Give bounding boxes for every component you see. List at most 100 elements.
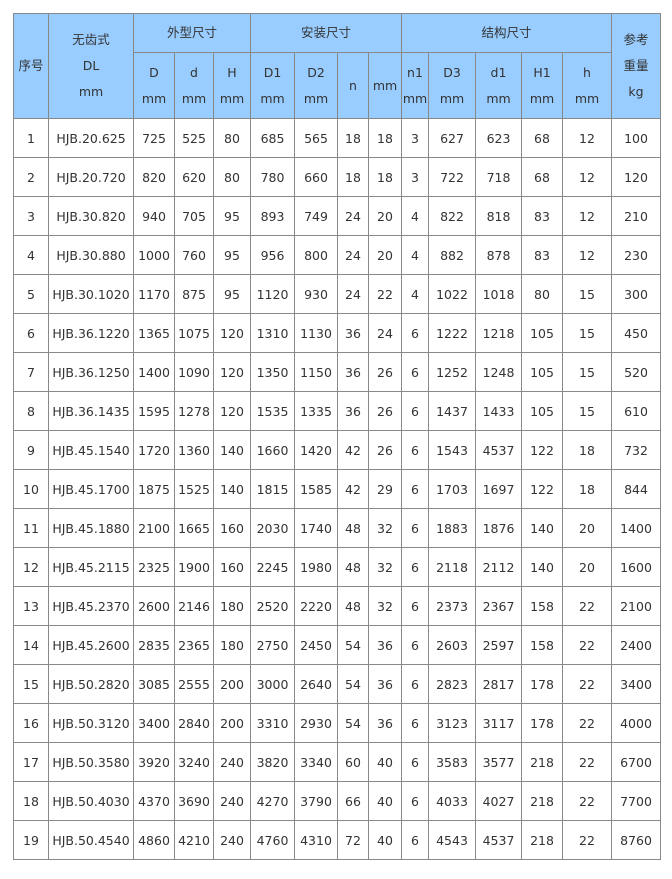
table-row: 11 HJB.45.1880 2100 1665 160 2030 1740 48 32 6 188… xyxy=(13,508,661,548)
table-cell: 22 xyxy=(562,664,612,704)
table-cell: 893 xyxy=(250,196,295,236)
table-cell: 5 xyxy=(13,274,49,314)
table-cell: 4 xyxy=(13,235,49,275)
table-cell: 54 xyxy=(337,664,369,704)
table-cell: 2146 xyxy=(174,586,214,626)
table-cell: 2450 xyxy=(294,625,338,665)
table-cell: HJB.50.3580 xyxy=(48,742,134,782)
table-cell: 178 xyxy=(521,664,563,704)
table-cell: 26 xyxy=(368,352,402,392)
table-cell: 1697 xyxy=(475,469,522,509)
table-cell: 3690 xyxy=(174,781,214,821)
table-cell: 140 xyxy=(213,430,251,470)
header-weight: 参考 重量 kg xyxy=(611,13,661,119)
table-cell: 2597 xyxy=(475,625,522,665)
table-cell: 54 xyxy=(337,703,369,743)
table-cell: 1335 xyxy=(294,391,338,431)
table-cell: 705 xyxy=(174,196,214,236)
table-cell: 2100 xyxy=(611,586,661,626)
table-cell: 36 xyxy=(337,391,369,431)
header-model: 无齿式 DL mm xyxy=(48,13,134,119)
table-cell: 22 xyxy=(562,742,612,782)
table-cell: 12 xyxy=(562,196,612,236)
table-cell: 2112 xyxy=(475,547,522,587)
table-cell: 1090 xyxy=(174,352,214,392)
table-cell: 4 xyxy=(401,274,429,314)
table-cell: 4537 xyxy=(475,820,522,860)
table-cell: 2603 xyxy=(428,625,476,665)
table-cell: 1525 xyxy=(174,469,214,509)
table-cell: 2373 xyxy=(428,586,476,626)
table-cell: HJB.50.4540 xyxy=(48,820,134,860)
table-cell: 32 xyxy=(368,547,402,587)
table-cell: 3920 xyxy=(133,742,175,782)
table-cell: 4000 xyxy=(611,703,661,743)
table-row: 13 HJB.45.2370 2600 2146 180 2520 2220 48 32 6 237… xyxy=(13,586,661,626)
table-cell: 2835 xyxy=(133,625,175,665)
table-cell: 1980 xyxy=(294,547,338,587)
table-cell: 122 xyxy=(521,430,563,470)
table-cell: 4 xyxy=(401,196,429,236)
table-cell: 36 xyxy=(337,313,369,353)
table-cell: 230 xyxy=(611,235,661,275)
subheader-7: n1 mm xyxy=(401,52,429,119)
table-cell: 80 xyxy=(213,157,251,197)
table-cell: HJB.30.1020 xyxy=(48,274,134,314)
subheader-8: D3 mm xyxy=(428,52,476,119)
table-cell: 718 xyxy=(475,157,522,197)
table-cell: 26 xyxy=(368,430,402,470)
table-cell: 36 xyxy=(368,625,402,665)
table-cell: 4370 xyxy=(133,781,175,821)
table-cell: 7700 xyxy=(611,781,661,821)
table-cell: 14 xyxy=(13,625,49,665)
table-cell: 40 xyxy=(368,742,402,782)
table-cell: 36 xyxy=(337,352,369,392)
table-cell: 3 xyxy=(13,196,49,236)
table-cell: 1310 xyxy=(250,313,295,353)
table-cell: 1740 xyxy=(294,508,338,548)
table-cell: HJB.50.3120 xyxy=(48,703,134,743)
table-cell: 3820 xyxy=(250,742,295,782)
table-cell: 882 xyxy=(428,235,476,275)
table-cell: 6 xyxy=(401,430,429,470)
table-cell: 18 xyxy=(337,157,369,197)
table-cell: 1543 xyxy=(428,430,476,470)
table-cell: HJB.45.1540 xyxy=(48,430,134,470)
table-cell: 2220 xyxy=(294,586,338,626)
table-cell: 6 xyxy=(401,508,429,548)
table-cell: 40 xyxy=(368,820,402,860)
header-group-install: 安装尺寸 xyxy=(250,13,402,53)
table-cell: 36 xyxy=(368,664,402,704)
table-cell: HJB.36.1220 xyxy=(48,313,134,353)
table-cell: 218 xyxy=(521,781,563,821)
table-cell: 180 xyxy=(213,625,251,665)
table-cell: 72 xyxy=(337,820,369,860)
table-cell: 623 xyxy=(475,118,522,158)
table-cell: 48 xyxy=(337,547,369,587)
table-row: 12 HJB.45.2115 2325 1900 160 2245 1980 48 32 6 211… xyxy=(13,547,661,587)
table-cell: 6 xyxy=(401,703,429,743)
table-cell: 2520 xyxy=(250,586,295,626)
table-cell: HJB.30.880 xyxy=(48,235,134,275)
table-cell: 1170 xyxy=(133,274,175,314)
table-cell: 12 xyxy=(562,235,612,275)
table-cell: HJB.50.4030 xyxy=(48,781,134,821)
table-cell: 940 xyxy=(133,196,175,236)
table-cell: 1875 xyxy=(133,469,175,509)
subheader-3: D1 mm xyxy=(250,52,295,119)
table-cell: 1703 xyxy=(428,469,476,509)
table-cell: 2030 xyxy=(250,508,295,548)
subheader-5: n xyxy=(337,52,369,119)
table-cell: 15 xyxy=(13,664,49,704)
table-cell: 6 xyxy=(401,313,429,353)
table-cell: 875 xyxy=(174,274,214,314)
table-cell: 240 xyxy=(213,781,251,821)
table-cell: 4 xyxy=(401,235,429,275)
table-cell: 95 xyxy=(213,196,251,236)
table-cell: 7 xyxy=(13,352,49,392)
table-cell: 3240 xyxy=(174,742,214,782)
table-cell: 6 xyxy=(401,352,429,392)
table-cell: 24 xyxy=(337,274,369,314)
table-cell: 66 xyxy=(337,781,369,821)
